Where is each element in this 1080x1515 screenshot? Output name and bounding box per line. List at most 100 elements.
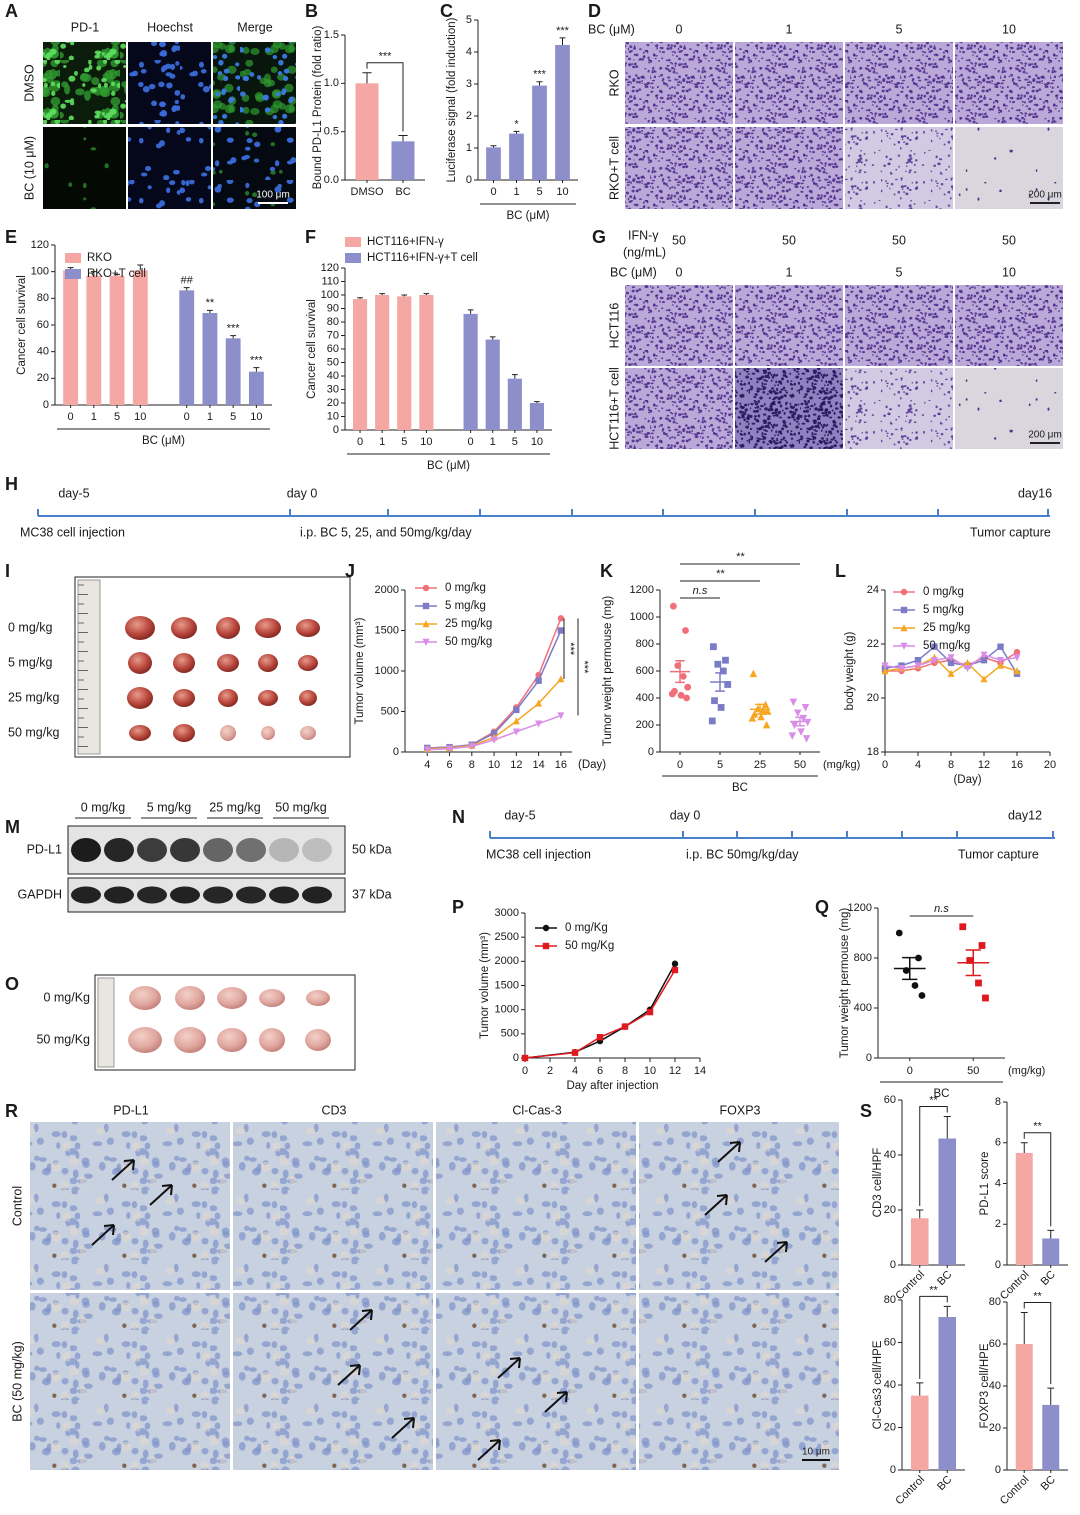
bar <box>63 270 79 405</box>
row-label: PD-L1 <box>27 842 62 856</box>
y-tick-label: 600 <box>636 665 654 677</box>
significance: *** <box>578 661 590 675</box>
marker <box>914 657 922 664</box>
mean-sem <box>750 703 770 715</box>
tumor <box>128 652 152 674</box>
legend-label: 0 mg/Kg <box>565 922 608 934</box>
marker <box>996 661 1005 669</box>
significance: *** <box>556 25 570 37</box>
marker <box>557 615 565 622</box>
x-tick-label: 0 <box>882 759 888 771</box>
column-label: Cl-Cas-3 <box>512 1103 561 1117</box>
marker <box>749 669 758 678</box>
y-tick-label: 50 <box>327 356 339 368</box>
significance: ** <box>1033 1121 1042 1133</box>
y-axis-label: Tumor weight permouse (mg) <box>602 596 614 747</box>
y-axis-label: Tumor weight permouse (mg) <box>839 908 851 1059</box>
marker <box>980 657 988 664</box>
tumor <box>171 617 197 639</box>
y-tick-label: 0 <box>43 399 49 411</box>
bar <box>375 295 390 430</box>
y-tick-label: 100 <box>321 289 339 301</box>
y-axis-label: Tumor volume (mm³) <box>479 932 491 1039</box>
y-tick-label: 3000 <box>495 907 519 919</box>
y-tick-label: 5 <box>466 14 472 26</box>
x-axis-label: (Day) <box>953 774 981 786</box>
image-tile <box>625 368 733 449</box>
lane-label: 5 mg/kg <box>147 800 192 814</box>
blot-band <box>236 886 266 904</box>
tumor <box>300 726 316 740</box>
timeline-event: i.p. BC 5, 25, and 50mg/kg/day <box>300 525 472 539</box>
marker <box>422 638 430 646</box>
y-tick-label: 60 <box>884 1336 896 1348</box>
image-tile <box>43 127 126 209</box>
marker <box>646 1008 654 1016</box>
marker <box>422 584 430 592</box>
significance: n.s <box>934 903 949 915</box>
marker <box>679 673 687 680</box>
y-tick-label: 20 <box>37 372 49 384</box>
marker <box>422 620 430 628</box>
significance: ** <box>716 568 725 580</box>
marker <box>947 654 955 662</box>
blot-band <box>203 886 233 904</box>
tumor <box>217 1028 247 1052</box>
y-tick-label: 80 <box>327 316 339 328</box>
row-label: RKO <box>607 69 621 96</box>
error-bar <box>137 264 144 271</box>
marker <box>914 662 922 670</box>
error-bar <box>1047 1387 1055 1405</box>
image-tile <box>30 1293 230 1470</box>
y-axis-label: Cancer cell survival <box>306 299 318 399</box>
marker <box>788 732 797 740</box>
image-tile <box>845 285 953 366</box>
x-axis-label: BC (μM) <box>506 210 549 222</box>
panel-letter: K <box>600 561 613 581</box>
blot-band <box>203 838 233 862</box>
x-tick-label: BC <box>395 186 410 198</box>
x-tick-label: 8 <box>948 759 954 771</box>
legend-label: HCT116+IFN-γ <box>367 236 444 248</box>
row-label: HCT116+T cell <box>607 367 621 450</box>
y-tick-label: 30 <box>327 383 339 395</box>
blot-band <box>170 838 200 862</box>
marker <box>918 992 926 999</box>
x-tick-label: 0 <box>677 759 683 771</box>
significance: ## <box>181 275 194 287</box>
error-bar <box>362 72 372 84</box>
y-tick-label: 0 <box>866 1052 872 1064</box>
bar <box>225 338 241 405</box>
panel-letter: Q <box>815 897 829 917</box>
panel-letter: I <box>5 561 10 581</box>
tumor <box>259 989 285 1007</box>
panel-letter: N <box>452 807 465 827</box>
column-label: FOXP3 <box>720 1103 761 1117</box>
y-tick-label: 4 <box>466 46 472 58</box>
timeline-day: day-5 <box>504 808 535 822</box>
y-tick-label: 40 <box>884 1149 896 1161</box>
scale-bar-label: 200 μm <box>1028 190 1062 201</box>
significance: ** <box>929 1094 938 1106</box>
blot-band <box>269 838 299 862</box>
marker <box>671 966 679 974</box>
y-tick-label: 20 <box>867 692 879 704</box>
marker <box>789 698 798 707</box>
x-tick-label: 5 <box>401 436 407 448</box>
timeline-day: day 0 <box>287 486 318 500</box>
x-tick-label: 1 <box>207 411 213 423</box>
size-label: 37 kDa <box>352 887 392 901</box>
lane-label: 25 mg/kg <box>209 800 260 814</box>
bar <box>529 403 545 430</box>
x-tick-label: 5 <box>717 759 723 771</box>
x-tick-label: 0 <box>490 186 496 198</box>
significance-bracket <box>366 62 404 132</box>
y-tick-label: 10 <box>327 410 339 422</box>
legend-label: 5 mg/kg <box>445 600 486 612</box>
marker <box>468 743 476 751</box>
scale-bar-label: 10 μm <box>802 1447 830 1458</box>
y-tick-label: 1500 <box>375 624 399 636</box>
marker <box>513 706 520 714</box>
x-tick-label: 4 <box>424 759 430 771</box>
x-tick-label: 10 <box>644 1065 656 1077</box>
